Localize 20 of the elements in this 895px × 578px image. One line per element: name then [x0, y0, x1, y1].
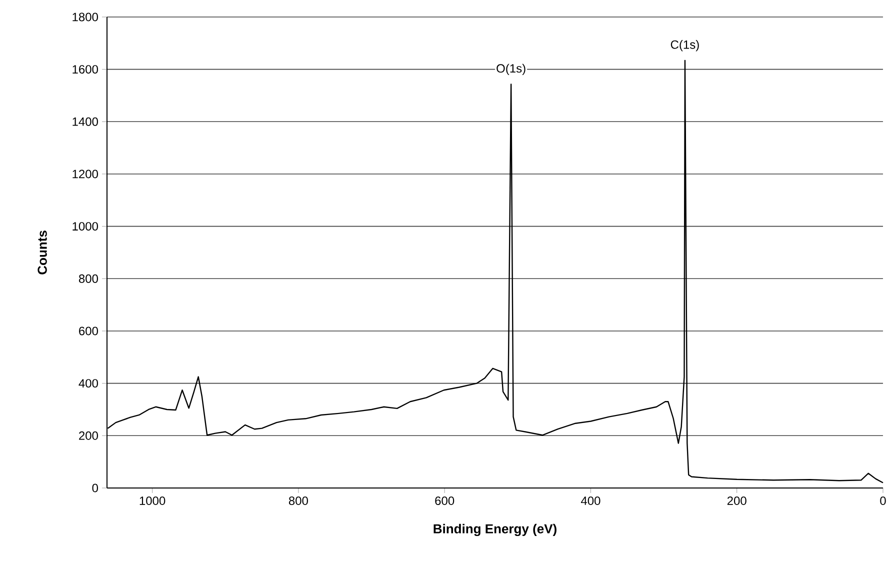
y-tick-label: 0	[92, 484, 98, 492]
y-tick-label: 400	[78, 379, 98, 388]
y-axis-title: Counts	[38, 230, 47, 274]
y-tick-label: 600	[79, 326, 98, 336]
y-tick-label: 1600	[72, 65, 98, 74]
y-tick-label: 800	[78, 274, 98, 283]
annotation: C(1s)	[670, 40, 699, 52]
y-tick-label: 1000	[72, 222, 98, 231]
y-tick-label: 1400	[72, 117, 98, 126]
x-axis-title: Binding Energy (eV)	[434, 524, 556, 536]
x-tick-label: 200	[727, 496, 746, 506]
y-tick-label: 200	[79, 431, 98, 440]
y-tick-label: 1800	[72, 12, 98, 22]
x-tick-label: 400	[580, 496, 600, 506]
annotation: O(1s)	[496, 64, 526, 76]
x-tick-label: 800	[288, 496, 308, 506]
x-tick-label: 1000	[140, 496, 166, 506]
x-tick-label: 600	[435, 496, 454, 506]
x-tick-label: 0	[880, 496, 886, 506]
y-tick-label: 1200	[72, 170, 98, 178]
